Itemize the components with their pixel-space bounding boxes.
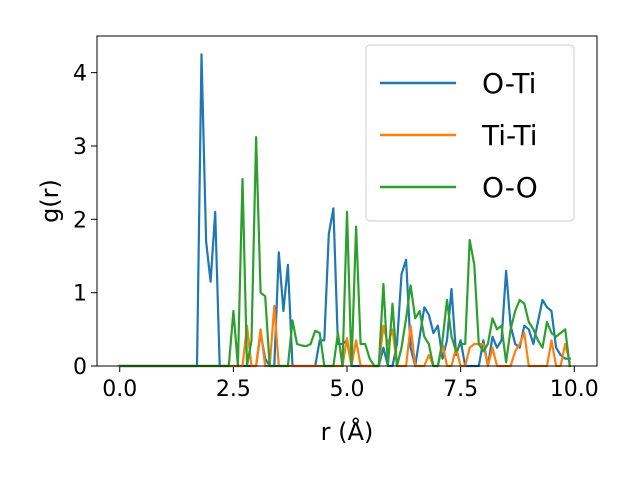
y-tick-label: 1 (73, 282, 87, 307)
x-tick-label: 2.5 (216, 377, 251, 402)
x-tick-label: 7.5 (443, 377, 478, 402)
y-tick-label: 2 (73, 208, 87, 233)
y-tick-label: 3 (73, 135, 87, 160)
x-tick-label: 10.0 (550, 377, 599, 402)
x-tick-label: 5.0 (330, 377, 365, 402)
y-tick-label: 4 (73, 62, 87, 87)
x-axis-ticks: 0.0 2.5 5.0 7.5 10.0 (102, 366, 599, 402)
legend: O-Ti Ti-Ti O-O (365, 44, 575, 222)
x-tick-label: 0.0 (102, 377, 137, 402)
legend-label: Ti-Ti (481, 119, 538, 152)
y-tick-label: 0 (73, 355, 87, 380)
x-axis-label: r (Å) (321, 417, 374, 446)
plot-frame (96, 35, 598, 367)
legend-label: O-O (482, 171, 538, 204)
legend-label: O-Ti (482, 67, 536, 100)
y-axis-label: g(r) (36, 179, 64, 223)
y-axis-ticks: 0 1 2 3 4 (73, 62, 97, 380)
series-line-o-ti (118, 53, 571, 368)
legend-box (365, 44, 575, 222)
